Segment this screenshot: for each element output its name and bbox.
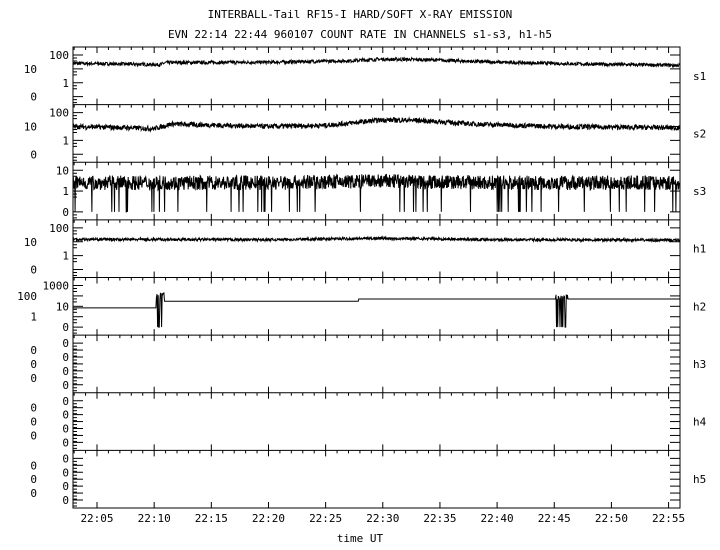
y-tick-label-h1: 100 [49, 222, 69, 235]
x-tick-label: 22:10 [138, 512, 171, 525]
x-tick-label: 22:50 [595, 512, 628, 525]
x-tick-label: 22:15 [195, 512, 228, 525]
y-tick-label-h2: 1 [30, 311, 37, 324]
panel-label-h4: h4 [693, 416, 707, 429]
y-tick-label-h4: 0 [30, 416, 37, 429]
y-tick-label-s2: 100 [49, 107, 69, 120]
x-tick-label: 22:25 [309, 512, 342, 525]
panel-label-s1: s1 [693, 70, 706, 83]
series-line-h1 [72, 235, 681, 244]
y-tick-label-h5: 0 [62, 494, 69, 507]
x-tick-label: 22:55 [652, 512, 685, 525]
panel-label-s2: s2 [693, 127, 706, 140]
x-tick-label: 22:30 [366, 512, 399, 525]
y-tick-label-s1: 100 [49, 49, 69, 62]
x-tick-label: 22:45 [538, 512, 571, 525]
y-tick-label-h2: 1000 [43, 280, 70, 293]
chart-title: INTERBALL-Tail RF15-I HARD/SOFT X-RAY EM… [207, 8, 513, 21]
x-axis-label: time UT [336, 532, 384, 545]
panel-label-s3: s3 [693, 185, 706, 198]
x-tick-label: 22:40 [481, 512, 514, 525]
y-tick-label-h1: 0 [30, 264, 37, 277]
y-tick-label-h3: 0 [30, 344, 37, 357]
y-tick-label-h3: 0 [62, 379, 69, 392]
y-tick-label-h5: 0 [30, 487, 37, 500]
y-tick-label-s3: 0 [62, 206, 69, 219]
y-tick-label-h5: 0 [30, 459, 37, 472]
y-tick-label-h2: 0 [62, 321, 69, 334]
y-tick-label-s1: 10 [24, 63, 37, 76]
y-tick-label-h3: 0 [62, 351, 69, 364]
y-tick-label-h3: 0 [30, 372, 37, 385]
series-line-s3 [72, 173, 681, 213]
y-tick-label-h5: 0 [30, 473, 37, 486]
y-tick-label-s2: 0 [30, 148, 37, 161]
y-tick-label-s1: 1 [62, 77, 69, 90]
y-tick-label-h1: 10 [24, 236, 37, 249]
x-tick-label: 22:35 [423, 512, 456, 525]
y-tick-label-h5: 0 [62, 466, 69, 479]
chart-subtitle: EVN 22:14 22:44 960107 COUNT RATE IN CHA… [167, 28, 553, 41]
panel-label-h5: h5 [693, 473, 706, 486]
y-tick-label-h4: 0 [62, 423, 69, 436]
y-tick-label-h4: 0 [62, 395, 69, 408]
y-tick-label-s2: 1 [62, 134, 69, 147]
y-tick-label-h2: 100 [17, 290, 37, 303]
y-tick-label-h3: 0 [62, 337, 69, 350]
series-line-h2 [73, 292, 680, 328]
y-tick-label-s3: 1 [62, 185, 69, 198]
panel-label-h2: h2 [693, 300, 706, 313]
y-tick-label-h3: 0 [62, 365, 69, 378]
y-tick-label-h4: 0 [62, 436, 69, 449]
panel-label-h3: h3 [693, 358, 706, 371]
x-tick-label: 22:20 [252, 512, 285, 525]
y-tick-label-h5: 0 [62, 480, 69, 493]
y-tick-label-s2: 10 [24, 121, 37, 134]
y-tick-label-s1: 0 [30, 91, 37, 104]
y-tick-label-s3: 10 [56, 164, 69, 177]
y-tick-label-h4: 0 [30, 429, 37, 442]
y-tick-label-h4: 0 [30, 402, 37, 415]
x-tick-label: 22:05 [80, 512, 113, 525]
y-tick-label-h4: 0 [62, 409, 69, 422]
y-tick-label-h1: 1 [62, 250, 69, 263]
y-tick-label-h2: 10 [56, 300, 69, 313]
series-line-s2 [72, 116, 681, 133]
series-line-s1 [72, 56, 680, 69]
panel-label-h1: h1 [693, 243, 706, 256]
y-tick-label-h3: 0 [30, 358, 37, 371]
y-tick-label-h5: 0 [62, 452, 69, 465]
